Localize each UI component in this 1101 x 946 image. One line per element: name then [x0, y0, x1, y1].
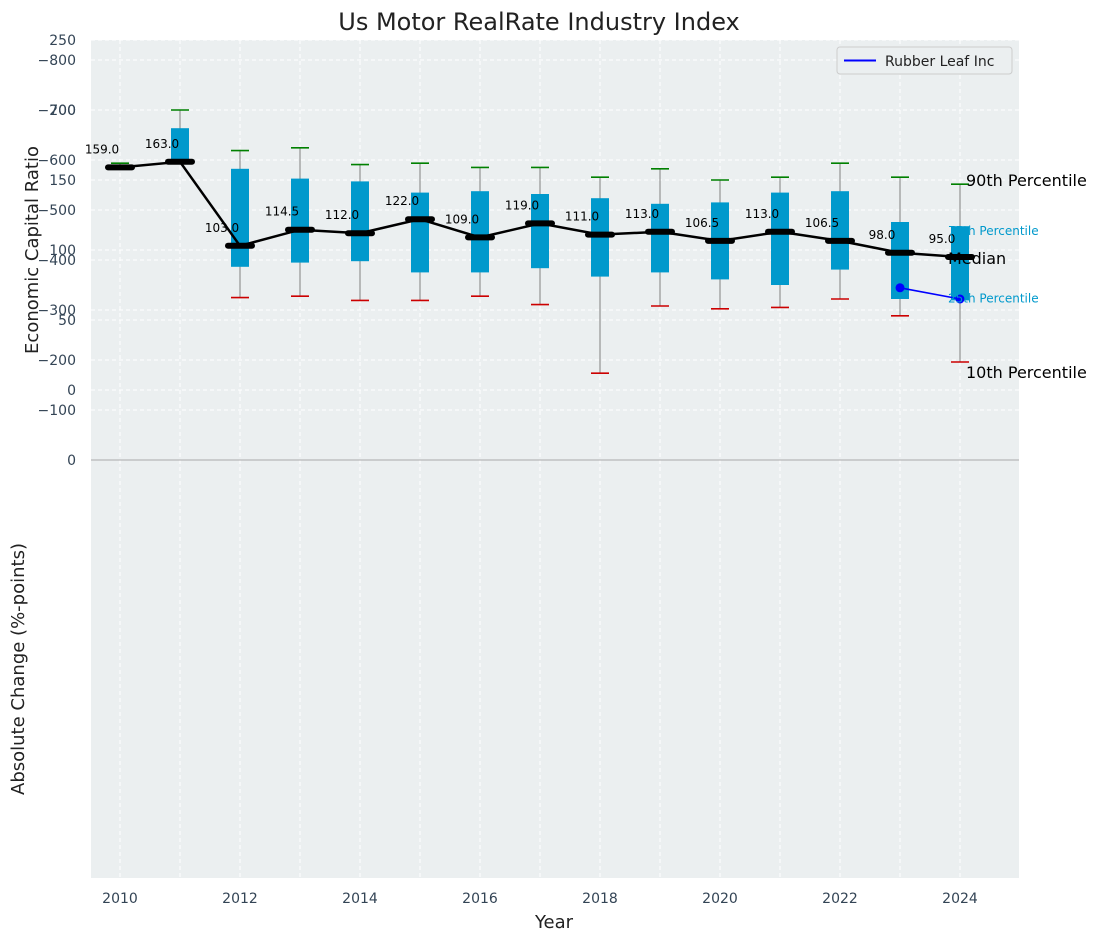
- median-value-label: 109.0: [445, 212, 479, 226]
- median-value-label: 113.0: [625, 207, 659, 221]
- lower-y-tick-label: −500: [38, 203, 76, 219]
- series-point: [955, 294, 965, 304]
- median-value-label: 95.0: [929, 232, 956, 246]
- median-value-label: 163.0: [145, 137, 179, 151]
- legend-entry: Rubber Leaf Inc: [885, 54, 994, 70]
- median-value-label: 103.0: [205, 221, 239, 235]
- median-value-label: 113.0: [745, 207, 779, 221]
- iqr-box: [351, 181, 369, 262]
- upper-y-tick-label: 200: [49, 103, 76, 119]
- median-value-label: 114.5: [265, 205, 299, 219]
- lower-y-tick-label: −100: [38, 403, 76, 419]
- iqr-box: [171, 128, 189, 162]
- upper-y-tick-label: 250: [49, 33, 76, 49]
- lower-y-tick-label: −300: [38, 303, 76, 319]
- median-value-label: 122.0: [385, 194, 419, 208]
- x-tick-label: 2024: [942, 891, 978, 907]
- median-value-label: 159.0: [85, 142, 119, 156]
- upper-y-axis-label: Economic Capital Ratio: [22, 146, 43, 354]
- lower-y-tick-label: 0: [67, 453, 76, 469]
- chart-title: Us Motor RealRate Industry Index: [338, 8, 740, 36]
- iqr-box: [231, 168, 249, 267]
- legend: Rubber Leaf Inc: [836, 46, 1013, 75]
- series-point: [895, 283, 905, 293]
- p75-annotation: 75th Percentile: [948, 224, 1039, 238]
- x-tick-label: 2020: [702, 891, 738, 907]
- legend-box: [836, 46, 1013, 75]
- iqr-box: [891, 222, 909, 299]
- lower-y-tick-label: −600: [38, 153, 76, 169]
- median-value-label: 111.0: [565, 210, 599, 224]
- median-value-label: 112.0: [325, 208, 359, 222]
- x-axis-label: Year: [534, 912, 574, 933]
- x-tick-label: 2012: [222, 891, 258, 907]
- median-annotation: Median: [948, 249, 1006, 268]
- median-value-label: 119.0: [505, 198, 539, 212]
- upper-y-tick-label: 150: [49, 173, 76, 189]
- lower-y-axis-label: Absolute Change (%-points): [8, 543, 29, 795]
- upper-y-tick-label: 100: [49, 243, 76, 259]
- x-tick-label: 2022: [822, 891, 858, 907]
- iqr-box: [951, 226, 969, 301]
- lower-y-tick-label: −400: [38, 253, 76, 269]
- iqr-box: [531, 194, 549, 269]
- lower-y-tick-label: −200: [38, 353, 76, 369]
- upper-y-tick-label: 50: [58, 313, 76, 329]
- p90-annotation: 90th Percentile: [966, 171, 1087, 190]
- x-tick-label: 2016: [462, 891, 498, 907]
- lower-y-tick-label: −800: [38, 53, 76, 69]
- lower-y-tick-label: −700: [38, 103, 76, 119]
- iqr-box: [651, 203, 669, 273]
- iqr-box: [471, 191, 489, 273]
- lower-panel-background: [91, 460, 1019, 878]
- series-line: [899, 287, 961, 300]
- iqr-box: [291, 178, 309, 263]
- median-value-label: 98.0: [869, 228, 896, 242]
- iqr-box: [831, 191, 849, 270]
- p10-annotation: 10th Percentile: [966, 363, 1087, 382]
- iqr-box: [411, 192, 429, 273]
- x-tick-label: 2018: [582, 891, 618, 907]
- median-value-label: 106.5: [685, 216, 719, 230]
- p25-annotation: 25th Percentile: [948, 291, 1039, 305]
- upper-y-tick-label: 0: [67, 383, 76, 399]
- x-tick-label: 2010: [102, 891, 138, 907]
- iqr-box: [771, 192, 789, 285]
- x-tick-label: 2014: [342, 891, 378, 907]
- median-value-label: 106.5: [805, 216, 839, 230]
